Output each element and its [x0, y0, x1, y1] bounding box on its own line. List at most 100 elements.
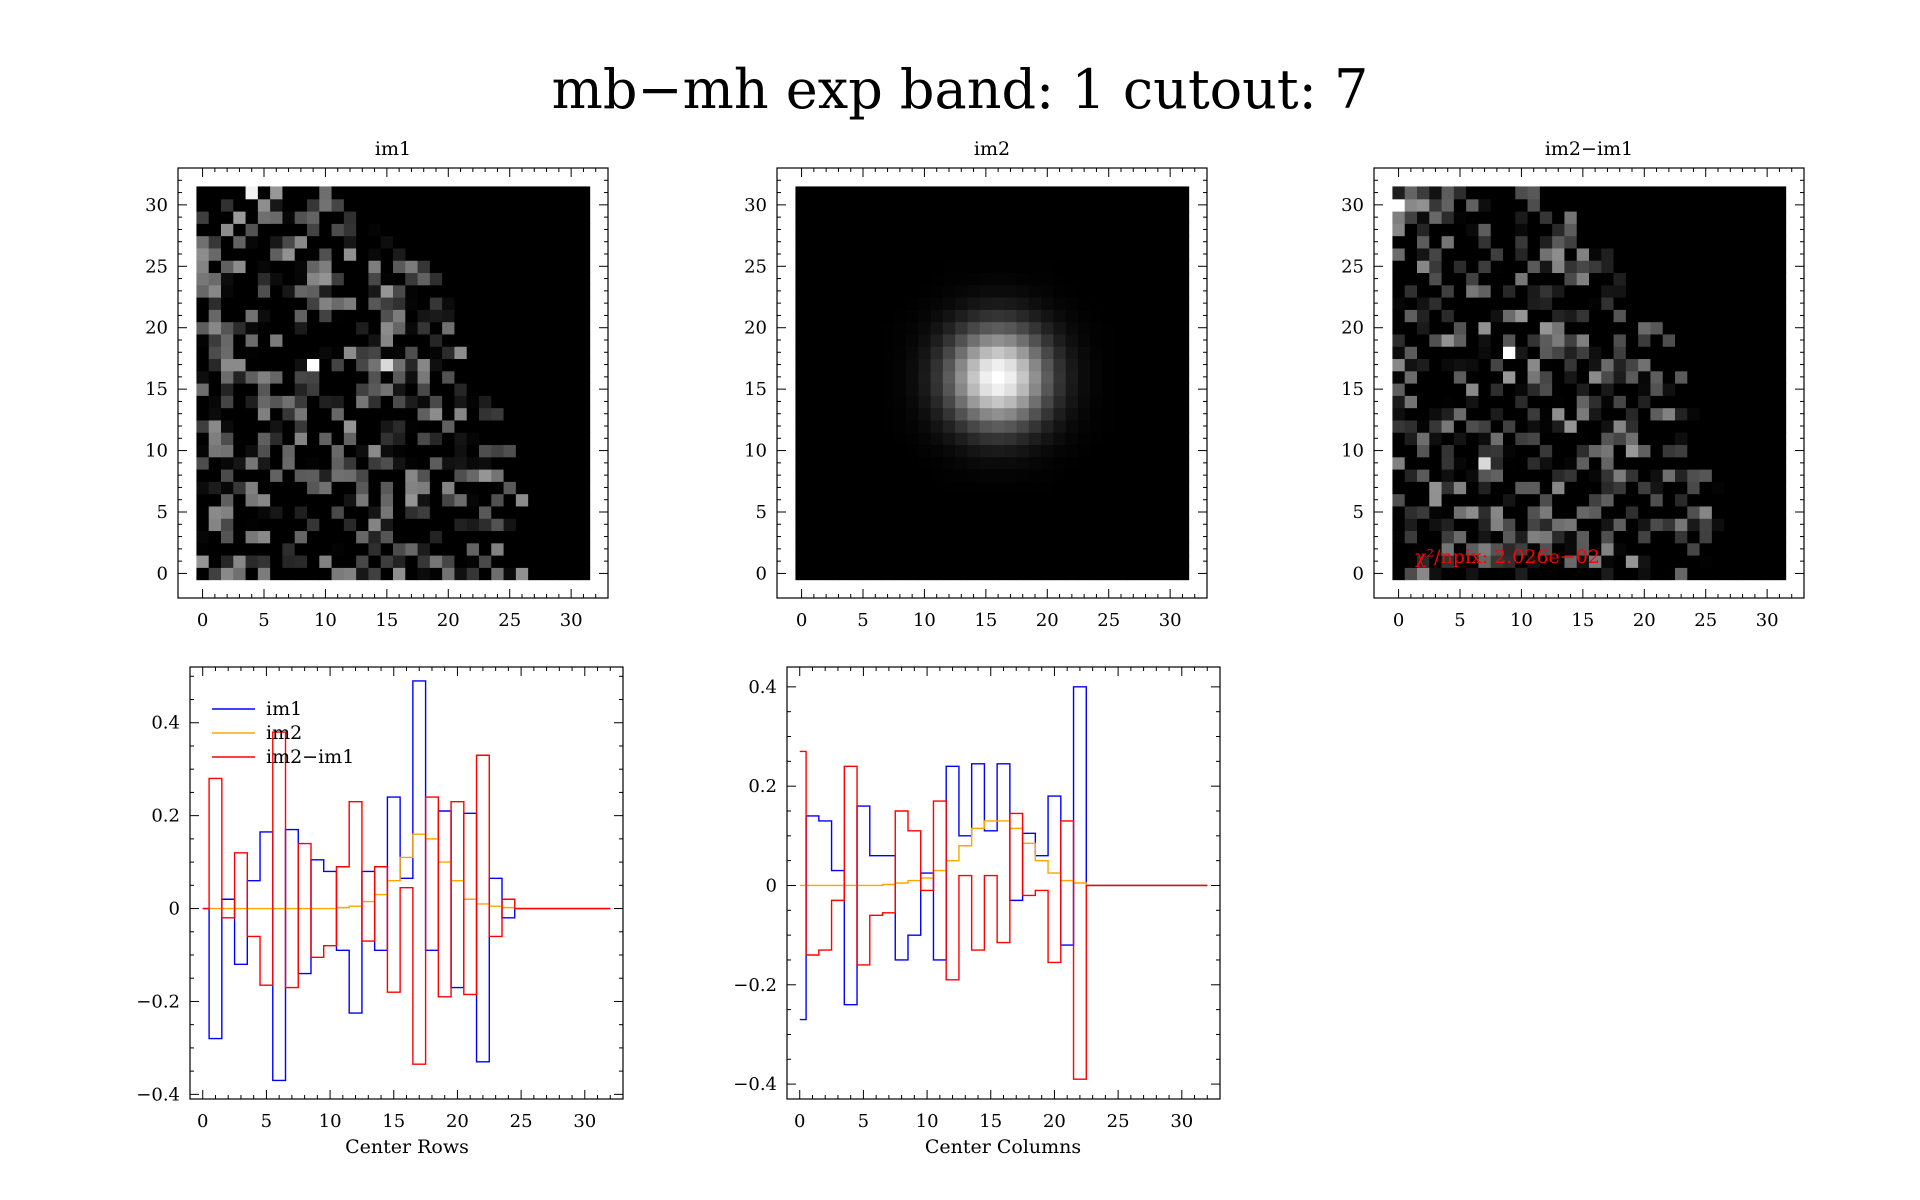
pixel-cell [930, 407, 944, 421]
pixel-cell [442, 223, 456, 237]
pixel-cell [1041, 235, 1055, 249]
pixel-cell [1527, 297, 1541, 310]
pixel-cell [319, 419, 333, 433]
pixel-cell [1417, 444, 1430, 458]
pixel-cell [856, 555, 870, 568]
pixel-cell [967, 370, 981, 384]
pixel-cell [832, 284, 846, 298]
pixel-cell [1687, 518, 1701, 532]
pixel-cell [1650, 198, 1664, 212]
pixel-cell [1028, 321, 1042, 335]
pixel-cell [1724, 358, 1738, 372]
pixel-cell [795, 211, 809, 224]
pixel-cell [1478, 542, 1492, 556]
pixel-cell [565, 444, 578, 458]
x-tick-label: 30 [1170, 1111, 1193, 1132]
pixel-cell [196, 542, 210, 556]
pixel-cell [307, 186, 320, 200]
pixel-cell [405, 198, 419, 212]
y-tick-label: −0.2 [136, 991, 180, 1012]
pixel-cell [1151, 567, 1165, 581]
pixel-cell [1078, 395, 1091, 409]
pixel-cell [1453, 297, 1467, 310]
pixel-cell [1711, 370, 1725, 384]
pixel-cell [515, 469, 529, 482]
pixel-cell [1102, 198, 1116, 212]
pixel-cell [1164, 481, 1177, 495]
pixel-cell [466, 505, 480, 519]
pixel-cell [1078, 469, 1091, 482]
pixel-cell [1392, 346, 1406, 360]
pixel-cell [832, 505, 846, 519]
pixel-cell [1736, 395, 1750, 409]
pixel-cell [466, 370, 480, 384]
pixel-cell [1065, 309, 1079, 323]
pixel-cell [844, 333, 858, 347]
pixel-cell [515, 247, 529, 261]
pixel-cell [967, 333, 981, 347]
pixel-cell [405, 530, 419, 544]
pixel-cell [343, 260, 357, 274]
pixel-cell [820, 309, 833, 323]
pixel-cell [967, 284, 981, 298]
pixel-cell [869, 456, 883, 470]
pixel-cell [1662, 567, 1676, 581]
pixel-cell [1114, 198, 1128, 212]
pixel-cell [992, 567, 1005, 581]
pixel-cell [1711, 309, 1725, 323]
pixel-cell [454, 481, 468, 495]
pixel-cell [1576, 370, 1590, 384]
pixel-cell [1392, 370, 1406, 384]
pixel-cell [856, 432, 870, 446]
pixel-cell [1773, 456, 1787, 470]
pixel-cell [1065, 284, 1079, 298]
pixel-cell [893, 395, 907, 409]
pixel-cell [1490, 542, 1504, 556]
pixel-cell [869, 432, 883, 446]
pixel-cell [356, 247, 370, 261]
pixel-cell [257, 358, 271, 372]
pixel-cell [992, 432, 1005, 446]
pixel-cell [1711, 235, 1725, 249]
pixel-cell [466, 383, 480, 396]
pixel-cell [208, 346, 222, 360]
pixel-cell [540, 505, 554, 519]
pixel-cell [479, 530, 492, 544]
pixel-cell [331, 284, 345, 298]
pixel-cell [491, 198, 505, 212]
pixel-cell [1662, 370, 1676, 384]
pixel-cell [417, 542, 431, 556]
pixel-cell [1053, 272, 1067, 286]
pixel-cell [221, 223, 234, 237]
pixel-cell [1564, 444, 1578, 458]
pixel-cell [1527, 333, 1541, 347]
pixel-cell [208, 444, 222, 458]
pixel-cell [221, 432, 234, 446]
pixel-cell [795, 284, 809, 298]
pixel-cell [1515, 407, 1529, 421]
pixel-cell [820, 260, 833, 274]
pixel-cell [479, 272, 492, 286]
pixel-cell [1102, 456, 1116, 470]
pixel-cell [319, 555, 333, 568]
pixel-cell [844, 567, 858, 581]
columns-profile-panel: 0 5 10 15 20 25 30−0.4−0.200.20.4 Center Colum… [733, 666, 1221, 1158]
pixel-cell [967, 309, 981, 323]
pixel-cell [208, 419, 222, 433]
pixel-cell [807, 272, 821, 286]
pixel-cell [1466, 370, 1480, 384]
pixel-cell [491, 567, 505, 581]
pixel-cell [992, 211, 1005, 224]
pixel-cell [454, 235, 468, 249]
pixel-cell [442, 272, 456, 286]
pixel-cell [1613, 419, 1627, 433]
pixel-cell [1552, 309, 1566, 323]
pixel-cell [368, 493, 382, 507]
pixel-cell [466, 518, 480, 532]
pixel-cell [942, 469, 956, 482]
pixel-cell [1711, 567, 1725, 581]
pixel-cell [1589, 333, 1602, 347]
pixel-cell [1114, 395, 1128, 409]
y-tick-label: 0 [157, 563, 168, 584]
pixel-cell [1503, 321, 1516, 335]
